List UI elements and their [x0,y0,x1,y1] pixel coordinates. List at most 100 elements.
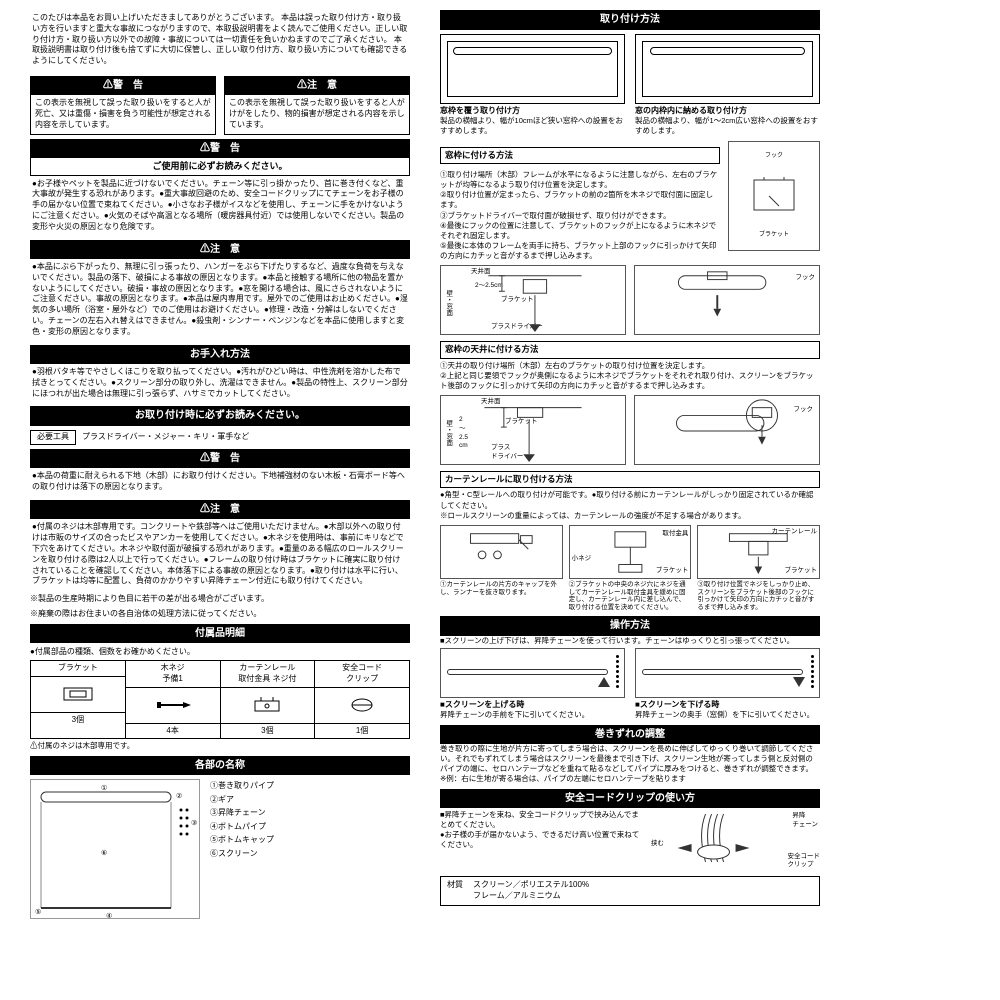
pre-read-line: ご使用前に必ずお読みください。 [30,158,410,175]
material-text: スクリーン／ポリエステル100% フレーム／アルミニウム [473,880,589,902]
label-chain: 昇降 チェーン [792,812,818,830]
fig2-title: 窓の内枠内に納める取り付け方 [635,106,820,117]
part-diagram-rail-bracket [221,688,315,724]
label-bracket: ブラケット [759,231,789,239]
steps-wall: ①取り付け場所（木部）フレームが水平になるように注意しながら、左右のブラケットが… [440,170,720,261]
op-up-txt: 昇降チェーンの手前を下に引いてください。 [440,710,625,720]
rail-diagram-2: 取付金具 小ネジ ブラケット [569,525,692,579]
label-bracket-5: ブラケット [785,567,818,576]
bar-caution: ⚠注 意 [30,240,410,260]
bar-operation: 操作方法 [440,616,820,636]
bar-warning-2: ⚠警 告 [30,449,410,469]
warning-row: ⚠警 告 この表示を無視して誤った取り扱いをすると人が死亡、又は重傷・損害を負う… [30,76,410,135]
part-diagram-bracket [31,677,125,713]
part-qty-3: 1個 [315,724,409,739]
name-2: ②ギア [210,793,274,807]
part-header-2: カーテンレール 取付金具 ネジ付 [221,661,315,688]
op-fig-down [635,648,820,698]
label-hook: フック [765,152,783,160]
ceiling-diagram-2: フック [634,395,820,465]
name-4: ④ボトムパイプ [210,820,274,834]
name-5: ⑤ボトムキャップ [210,833,274,847]
caution-body: この表示を無視して誤った取り扱いをすると人がけがをしたり、物的損害が想定される内… [224,95,410,134]
parts-small-note: ⚠付属のネジは木部専用です。 [30,741,410,751]
tool-row: 必要工具 プラスドライバー・メジャー・キリ・軍手など [30,430,410,445]
p1: ●お子様やペットを製品に近づけないでください。チェーン等に引っ掛かったり、首に巻… [30,176,410,236]
hook-bracket-diagram: フック ブラケット [728,141,820,251]
material-label: 材質 [447,880,463,902]
tool-text: プラスドライバー・メジャー・キリ・軍手など [82,432,249,443]
part-header-3: 安全コード クリップ [315,661,409,688]
rail-txt-3: ③取り付け位置でネジをしっかり止め、スクリーンをブラケット後部のフックに引っかけ… [697,581,820,612]
wall-diagram-2: フック [634,265,820,335]
box-rail-method: カーテンレールに取り付ける方法 [440,471,820,488]
bar-care: お手入れ方法 [30,345,410,365]
bar-install-read: お取り付け時に必ずお読みください。 [30,406,410,426]
name-6: ⑥スクリーン [210,847,274,861]
bar-clip: 安全コードクリップの使い方 [440,789,820,809]
name-1: ①巻き取りパイプ [210,779,274,793]
rail-diagram-1 [440,525,563,579]
rail-txt-1: ①カーテンレールの片方のキャップを外し、ランナーを抜き取ります。 [440,581,563,597]
warning-body: この表示を無視して誤った取り扱いをすると人が死亡、又は重傷・損害を負う可能性が想… [30,95,216,134]
p5: ●付属のネジは木部専用です。コンクリートや鉄部等へはご使用いただけません。●木部… [30,519,410,590]
clip-text: ■昇降チェーンを束ね、安全コードクリップで挟み込んでまとめてください。 ●お子様… [440,810,643,870]
part-qty-0: 3個 [31,713,125,728]
part-diagram-screw [126,688,220,724]
ceiling-diagram-1: 天井面 壁・窓面 2〜2.5cm ブラケット プラス ドライバー [440,395,626,465]
op-up-title: ■スクリーンを上げる時 [440,700,625,711]
part-qty-2: 3個 [221,724,315,739]
rail-diagram-3: カーテンレール ブラケット [697,525,820,579]
fig2-caption: 製品の横幅より、幅が1～2cm広い窓枠への設置をおすすめします。 [635,116,820,136]
op-intro: ■スクリーンの上げ下げは、昇降チェーンを使って行います。チェーンはゆっくりと引っ… [440,636,820,646]
rail-intro: ●角型・C型レールへの取り付けが可能です。●取り付ける前にカーテンレールがしっか… [440,490,820,520]
label-small-screw: 小ネジ [572,555,592,564]
box-ceiling-method: 窓枠の天井に付ける方法 [440,341,820,358]
p4: ●本品の荷重に耐えられる下地（木部）にお取り付けください。下地補強材のない木板・… [30,468,410,496]
clip-diagram: 昇降 チェーン 挟む 安全コード クリップ [651,810,820,870]
material-box: 材質 スクリーン／ポリエステル100% フレーム／アルミニウム [440,876,820,906]
label-clip: 安全コード クリップ [788,853,821,871]
bar-warning: ⚠警 告 [30,139,410,159]
steps-ceiling: ①天井の取り付け場所（木部）左右のブラケットの取り付け位置を決定します。 ②上記… [440,361,820,391]
svg-text:②: ② [176,792,182,800]
part-qty-1: 4本 [126,724,220,739]
svg-text:③: ③ [191,819,197,827]
note-2: ※廃棄の際はお住まいの各自治体の処理方法に従ってください。 [30,609,410,620]
caution-header: ⚠注 意 [224,76,410,96]
p2: ●本品にぶら下がったり、無理に引っ張ったり、ハンガーをぶら下げたりするなど、過度… [30,259,410,341]
intro-text: このたびは本品をお買い上げいただきましてありがとうございます。 本品は誤った取り… [30,10,410,70]
svg-text:⑤: ⑤ [35,908,41,916]
p3: ●羽根バタキ等でやさしくほこりを取り払ってください。●汚れがひどい時は、中性洗剤… [30,364,410,402]
label-fixture: 取付金具 [662,530,688,539]
wall-diagram-1: 天井面 壁・窓面 2〜2.5cm ブラケット プラスドライバー [440,265,626,335]
rail-txt-2: ②ブラケットの中央のネジ穴にネジを通してカーテンレール取付金具を緩めに固定し、カ… [569,581,692,612]
parts-table: ブラケット 3個 木ネジ 予備1 4本 カーテンレール 取付金具 ネジ付 3個 [30,660,410,739]
bar-names: 各部の名称 [30,756,410,776]
label-bracket-4: ブラケット [656,567,689,576]
bar-install-method: 取り付け方法 [440,10,820,30]
svg-text:⑥: ⑥ [101,849,107,857]
part-header-0: ブラケット [31,661,125,677]
svg-text:④: ④ [106,912,112,920]
names-list: ①巻き取りパイプ ②ギア ③昇降チェーン ④ボトムパイプ ⑤ボトムキャップ ⑥ス… [210,779,274,919]
note-1: ※製品の生産時期により色目に若干の差が出る場合がございます。 [30,594,410,605]
svg-text:①: ① [101,784,107,792]
op-fig-up [440,648,625,698]
box-wall-method: 窓枠に付ける方法 [440,147,720,164]
op-dn-txt: 昇降チェーンの奥手（窓側）を下に引いてください。 [635,710,820,720]
label-curtain-rail: カーテンレール [772,528,818,537]
names-diagram: ① ② ③ ④ ⑤ ⑥ [30,779,200,919]
op-dn-title: ■スクリーンを下げる時 [635,700,820,711]
install-fig-cover [440,34,625,104]
name-3: ③昇降チェーン [210,806,274,820]
fig1-caption: 製品の横幅より、幅が10cmほど狭い窓枠への設置をおすすめします。 [440,116,625,136]
label-pinch: 挟む [651,840,664,849]
parts-note: ●付属部品の種類、個数をお確かめください。 [30,647,410,658]
fig1-title: 窓枠を覆う取り付け方 [440,106,625,117]
tool-label: 必要工具 [30,430,76,445]
bar-parts: 付属品明細 [30,624,410,644]
part-diagram-clip [315,688,409,724]
winding-text: 巻き取りの際に生地が片方に寄ってしまう場合は、スクリーンを長めに伸ばしてゆっくり… [440,744,820,785]
bar-winding: 巻きずれの調整 [440,725,820,745]
